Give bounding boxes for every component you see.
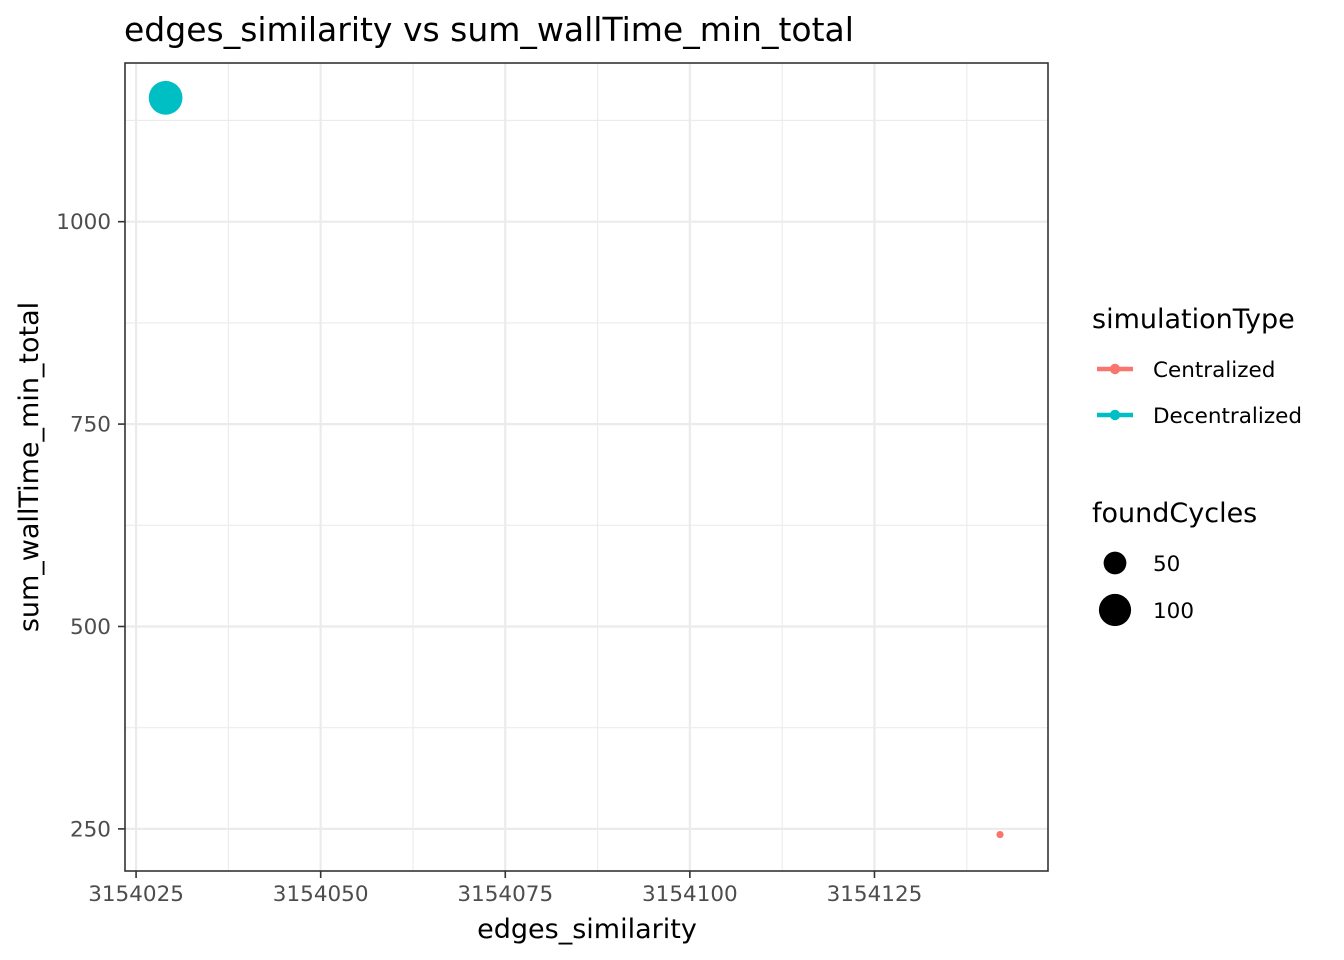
x-tick-label: 3154025 [88, 882, 184, 907]
x-tick-label: 3154125 [827, 882, 923, 907]
y-tick-label: 500 [70, 615, 111, 640]
x-tick-label: 3154050 [273, 882, 369, 907]
legend-size-dot [1103, 551, 1127, 575]
minor-gridlines [125, 63, 1048, 871]
legend: simulationType CentralizedDecentralized … [1092, 304, 1302, 627]
x-axis-title: edges_similarity [477, 914, 697, 945]
legend-color-keys: Centralized Decentralized [1097, 358, 1302, 429]
legend-size-title: foundCycles [1092, 498, 1257, 529]
y-tick-label: 750 [70, 413, 111, 438]
legend-size-label: 100 [1153, 599, 1194, 624]
x-tick-label: 3154100 [642, 882, 738, 907]
legend-color-title: simulationType [1092, 304, 1295, 335]
data-points [148, 80, 1004, 839]
legend-label-centralized: Centralized [1153, 358, 1275, 383]
chart-title: edges_similarity vs sum_wallTime_min_tot… [124, 10, 854, 49]
legend-label-decentralized: Decentralized [1153, 404, 1302, 429]
legend-size-keys: 50 100 [1098, 551, 1194, 627]
y-axis: 250 500 750 1000 [56, 210, 125, 842]
legend-key-dot [1109, 363, 1121, 375]
y-tick-label: 250 [70, 817, 111, 842]
legend-size-dot [1098, 593, 1132, 627]
plot-border [124, 62, 1049, 872]
y-tick-label: 1000 [56, 210, 111, 235]
plot-panel [124, 62, 1049, 872]
plot-background [125, 63, 1048, 871]
x-tick-label: 3154075 [457, 882, 553, 907]
major-gridlines [125, 63, 1048, 871]
y-axis-title: sum_wallTime_min_total [14, 302, 45, 632]
data-point-centralized [996, 830, 1004, 839]
legend-size-label: 50 [1153, 552, 1180, 577]
x-axis: 3154025 3154050 3154075 3154100 3154125 [88, 871, 922, 907]
data-point-decentralized [148, 80, 183, 115]
legend-key-dot [1109, 409, 1121, 421]
